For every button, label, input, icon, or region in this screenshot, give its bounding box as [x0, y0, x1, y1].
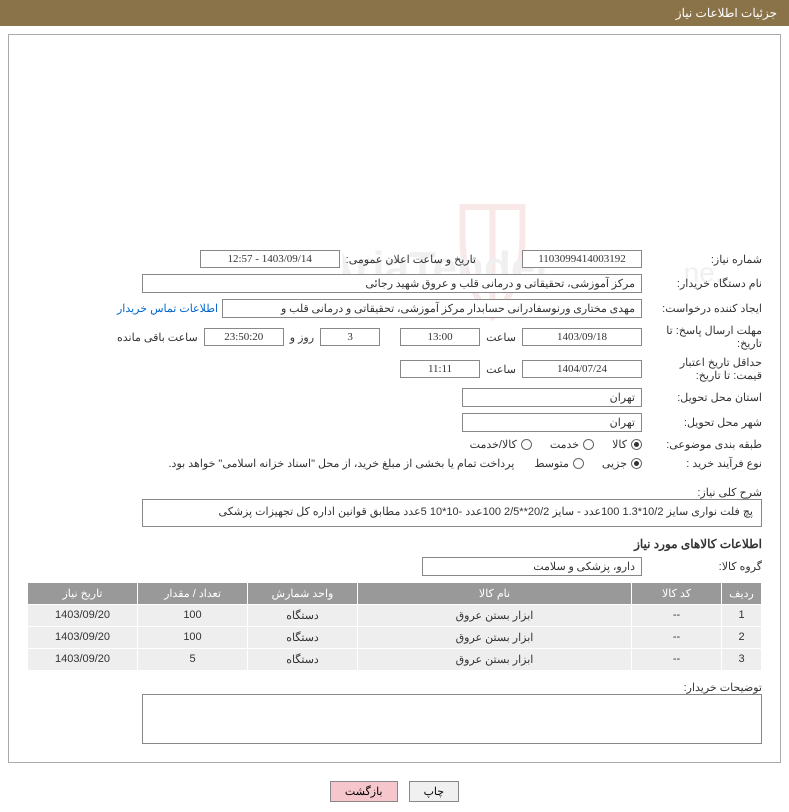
radio-minor-label: جزیی: [602, 457, 627, 470]
cell-code: --: [632, 648, 722, 670]
explain-label: توضیحات خریدار:: [642, 681, 762, 694]
category-label: طبقه بندی موضوعی:: [642, 438, 762, 451]
radio-both-label: کالا/خدمت: [470, 438, 517, 451]
print-button[interactable]: چاپ: [409, 781, 460, 802]
process-note: پرداخت تمام یا بخشی از مبلغ خرید، از محل…: [169, 457, 515, 470]
cell-qty: 5: [138, 648, 248, 670]
cell-row: 1: [722, 604, 762, 626]
process-label: نوع فرآیند خرید :: [642, 457, 762, 470]
table-row: 3--ابزار بستن عروقدستگاه51403/09/20: [28, 648, 762, 670]
cell-row: 3: [722, 648, 762, 670]
explain-textarea[interactable]: [142, 694, 762, 744]
deadline-time: 13:00: [400, 328, 480, 346]
back-button[interactable]: بازگشت: [330, 781, 398, 802]
province-value: تهران: [462, 388, 642, 407]
main-content: AriaTender .ne شماره نیاز: 1103099414003…: [8, 34, 781, 763]
need-number-label: شماره نیاز:: [642, 253, 762, 266]
page-header: جزئیات اطلاعات نیاز: [0, 0, 789, 26]
province-label: استان محل تحویل:: [642, 391, 762, 404]
cell-row: 2: [722, 626, 762, 648]
cell-date: 1403/09/20: [28, 604, 138, 626]
group-label: گروه کالا:: [642, 560, 762, 573]
cell-date: 1403/09/20: [28, 648, 138, 670]
cell-unit: دستگاه: [248, 626, 358, 648]
cell-name: ابزار بستن عروق: [358, 626, 632, 648]
time-label-1: ساعت: [480, 331, 522, 344]
buyer-org-value: مرکز آموزشی، تحقیقاتی و درمانی قلب و عرو…: [142, 274, 642, 293]
table-row: 1--ابزار بستن عروقدستگاه1001403/09/20: [28, 604, 762, 626]
remain-label: ساعت باقی مانده: [111, 331, 204, 344]
need-number-value: 1103099414003192: [522, 250, 642, 268]
th-name: نام کالا: [358, 582, 632, 604]
cell-qty: 100: [138, 626, 248, 648]
requester-label: ایجاد کننده درخواست:: [642, 302, 762, 315]
cell-unit: دستگاه: [248, 604, 358, 626]
goods-section-title: اطلاعات کالاهای مورد نیاز: [27, 537, 762, 551]
remain-time: 23:50:20: [204, 328, 284, 346]
radio-goods-label: کالا: [612, 438, 627, 451]
cell-date: 1403/09/20: [28, 626, 138, 648]
radio-minor[interactable]: [631, 458, 642, 469]
announce-datetime-label: تاریخ و ساعت اعلان عمومی:: [340, 253, 482, 266]
radio-goods[interactable]: [631, 439, 642, 450]
desc-value: پچ فلت نواری سایز 10/2*1.3 100عدد - سایز…: [142, 499, 762, 527]
cell-name: ابزار بستن عروق: [358, 648, 632, 670]
radio-both[interactable]: [521, 439, 532, 450]
th-date: تاریخ نیاز: [28, 582, 138, 604]
th-unit: واحد شمارش: [248, 582, 358, 604]
contact-link[interactable]: اطلاعات تماس خریدار: [117, 302, 222, 315]
radio-medium[interactable]: [573, 458, 584, 469]
group-value: دارو، پزشکی و سلامت: [422, 557, 642, 576]
deadline-label: مهلت ارسال پاسخ: تا تاریخ:: [642, 324, 762, 350]
th-row: ردیف: [722, 582, 762, 604]
category-radio-group: کالا خدمت کالا/خدمت: [470, 438, 642, 451]
cell-code: --: [632, 604, 722, 626]
th-code: کد کالا: [632, 582, 722, 604]
validity-time: 11:11: [400, 360, 480, 378]
page-title: جزئیات اطلاعات نیاز: [676, 6, 777, 20]
desc-label: شرح کلی نیاز:: [642, 486, 762, 499]
city-value: تهران: [462, 413, 642, 432]
requester-value: مهدی مختاری ورنوسفادرانی حسابدار مرکز آم…: [222, 299, 642, 318]
radio-service[interactable]: [583, 439, 594, 450]
table-row: 2--ابزار بستن عروقدستگاه1001403/09/20: [28, 626, 762, 648]
deadline-date: 1403/09/18: [522, 328, 642, 346]
process-radio-group: جزیی متوسط: [534, 457, 642, 470]
validity-label: حداقل تاریخ اعتبار قیمت: تا تاریخ:: [642, 356, 762, 382]
remain-days-label: روز و: [284, 331, 320, 344]
radio-service-label: خدمت: [550, 438, 579, 451]
validity-date: 1404/07/24: [522, 360, 642, 378]
cell-code: --: [632, 626, 722, 648]
cell-unit: دستگاه: [248, 648, 358, 670]
goods-table: ردیف کد کالا نام کالا واحد شمارش تعداد /…: [27, 582, 762, 671]
announce-datetime-value: 1403/09/14 - 12:57: [200, 250, 340, 268]
cell-qty: 100: [138, 604, 248, 626]
th-qty: تعداد / مقدار: [138, 582, 248, 604]
radio-medium-label: متوسط: [534, 457, 569, 470]
button-row: چاپ بازگشت: [0, 771, 789, 812]
remain-days: 3: [320, 328, 380, 346]
buyer-org-label: نام دستگاه خریدار:: [642, 277, 762, 290]
city-label: شهر محل تحویل:: [642, 416, 762, 429]
time-label-2: ساعت: [480, 363, 522, 376]
cell-name: ابزار بستن عروق: [358, 604, 632, 626]
